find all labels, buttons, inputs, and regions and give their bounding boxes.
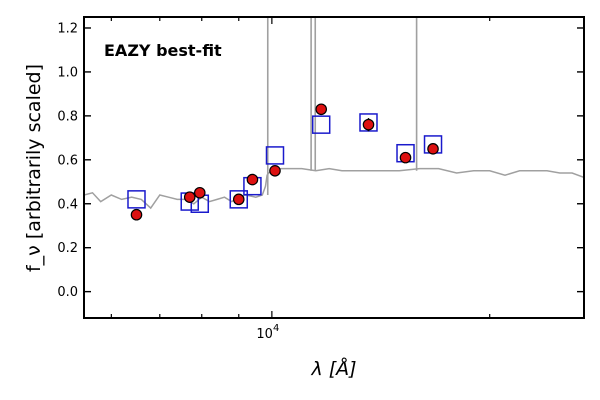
y-tick-label: 0.6 bbox=[57, 153, 78, 168]
y-tick-label: 1.2 bbox=[57, 21, 78, 36]
observed-point bbox=[246, 173, 259, 186]
model-box bbox=[127, 190, 146, 209]
observed-point bbox=[362, 118, 375, 131]
model-box bbox=[265, 146, 285, 165]
observed-point bbox=[427, 143, 439, 155]
y-axis-label: f_ν [arbitrarily scaled] bbox=[23, 64, 45, 272]
observed-point bbox=[399, 151, 412, 164]
x-axis-label-text: λ [Å] bbox=[310, 357, 356, 380]
plot-frame bbox=[83, 16, 585, 319]
observed-point bbox=[130, 208, 143, 221]
observed-point bbox=[269, 164, 281, 177]
observed-point bbox=[232, 193, 245, 206]
y-tick-label: 0.0 bbox=[57, 285, 78, 300]
x-tick-label: 104 bbox=[256, 323, 279, 342]
observed-point bbox=[183, 191, 196, 203]
y-tick-label: 1.0 bbox=[57, 65, 78, 80]
spectrum-line bbox=[84, 167, 584, 210]
y-tick-label: 0.4 bbox=[57, 197, 78, 212]
x-axis-label: λ [Å] bbox=[310, 357, 356, 380]
fit-annotation: EAZY best-fit bbox=[104, 41, 222, 60]
axes: 0.0 0.2 0.4 0.6 0.8 1.0 1.2 104 bbox=[57, 16, 585, 342]
y-axis-label-text: f_ν [arbitrarily scaled] bbox=[23, 64, 45, 272]
y-tick-label: 0.2 bbox=[57, 241, 78, 256]
plot-area bbox=[84, 17, 584, 221]
observed-point bbox=[315, 103, 328, 116]
model-box bbox=[311, 115, 331, 134]
y-tick-label: 0.8 bbox=[57, 109, 78, 124]
model-box bbox=[229, 190, 249, 209]
plot-clipped bbox=[84, 17, 584, 221]
observed-point bbox=[193, 186, 206, 199]
x-tick-label-exponent: 4 bbox=[273, 323, 279, 334]
